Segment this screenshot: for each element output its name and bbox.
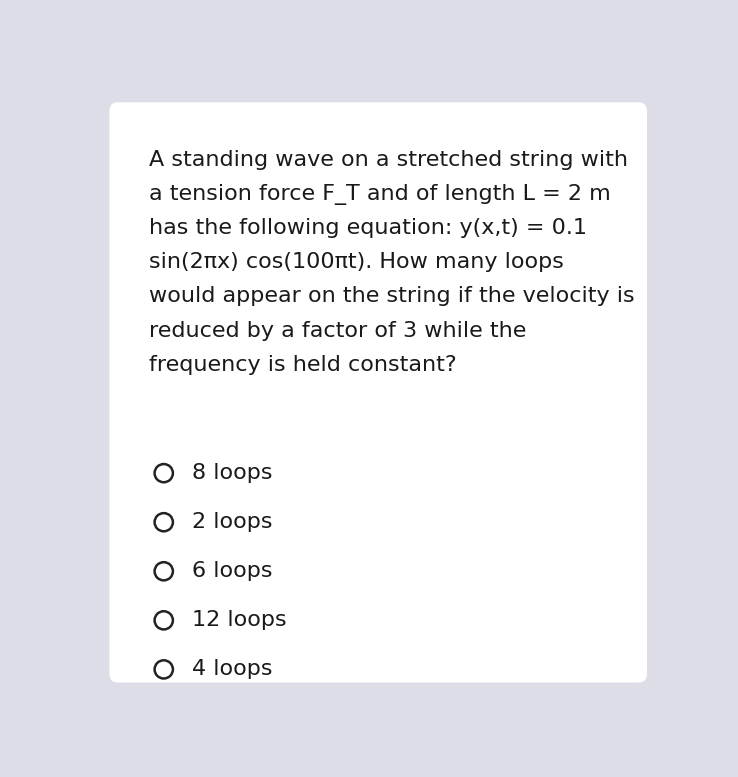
Text: 12 loops: 12 loops xyxy=(193,610,287,630)
Text: 4 loops: 4 loops xyxy=(193,660,273,679)
Text: has the following equation: y(x,t) = 0.1: has the following equation: y(x,t) = 0.1 xyxy=(149,218,587,239)
Text: would appear on the string if the velocity is: would appear on the string if the veloci… xyxy=(149,287,635,306)
Text: 8 loops: 8 loops xyxy=(193,463,273,483)
FancyBboxPatch shape xyxy=(109,103,647,682)
Text: A standing wave on a stretched string with: A standing wave on a stretched string wi… xyxy=(149,150,629,170)
Text: reduced by a factor of 3 while the: reduced by a factor of 3 while the xyxy=(149,321,527,340)
Text: frequency is held constant?: frequency is held constant? xyxy=(149,354,457,375)
Text: 2 loops: 2 loops xyxy=(193,512,273,532)
Text: sin(2πx) cos(100πt). How many loops: sin(2πx) cos(100πt). How many loops xyxy=(149,253,565,273)
Text: 6 loops: 6 loops xyxy=(193,561,273,581)
Text: a tension force F_T and of length L = 2 m: a tension force F_T and of length L = 2 … xyxy=(149,184,611,205)
